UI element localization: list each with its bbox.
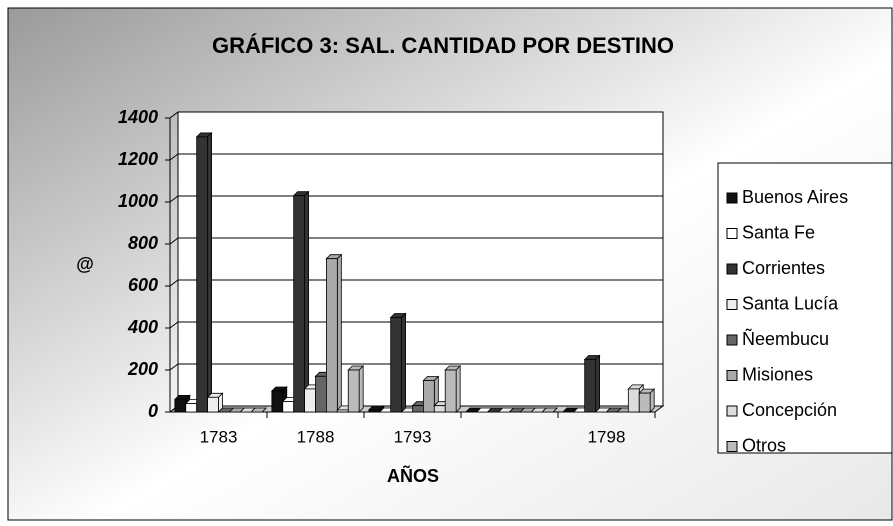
bar [173, 394, 191, 413]
legend-label: Corrientes [742, 258, 825, 278]
y-tick-label: 1400 [118, 107, 158, 127]
bar-face [282, 401, 295, 413]
bar [347, 365, 365, 413]
grid-line [169, 321, 663, 329]
grid-line [169, 195, 663, 203]
y-tick-label: 400 [127, 317, 158, 337]
legend-swatch [726, 370, 738, 381]
bar-face [433, 405, 446, 413]
bar-face [401, 312, 406, 413]
bar-face [336, 253, 342, 413]
bar-face [552, 407, 558, 413]
y-tick-label: 1200 [118, 149, 158, 169]
legend-swatch [726, 405, 738, 417]
plot-wall [177, 111, 664, 407]
bar-face [638, 392, 651, 413]
legend-label: Ñeembucu [742, 328, 829, 349]
y-tick-label: 200 [127, 359, 158, 379]
bar [325, 253, 343, 413]
grid-line [169, 279, 663, 287]
legend-swatch [726, 299, 738, 310]
bar [638, 388, 656, 413]
bar-face [649, 388, 655, 413]
legend-swatch [726, 263, 738, 275]
legend-swatch [726, 441, 738, 452]
legend-label: Santa Fe [742, 222, 815, 242]
y-tick-label: 600 [128, 275, 158, 295]
bar-face [174, 398, 187, 413]
bar-face [595, 354, 600, 413]
bar-face [304, 190, 309, 413]
legend-label: Santa Lucía [742, 293, 839, 313]
x-tick-label: 1798 [588, 427, 626, 446]
bar [250, 407, 268, 413]
legend-label: Buenos Aires [742, 187, 848, 207]
bar-face [444, 369, 457, 413]
grid-line [169, 237, 663, 245]
legend-label: Misiones [742, 364, 813, 384]
legend-swatch [726, 334, 738, 346]
legend-swatch [726, 228, 738, 239]
bar-face [315, 375, 327, 413]
legend-label: Concepción [742, 400, 837, 420]
bar-face [455, 365, 461, 413]
grid-line [169, 363, 663, 371]
bar-face [293, 195, 305, 413]
bar-face [207, 131, 212, 413]
bar-face [185, 403, 198, 413]
bar-face [336, 409, 349, 413]
chart-title: GRÁFICO 3: SAL. CANTIDAD POR DESTINO [212, 33, 674, 58]
bar [583, 354, 601, 413]
bar [367, 404, 385, 413]
x-axis-label: AÑOS [387, 465, 439, 486]
grid-line [169, 153, 663, 161]
bar-face [196, 136, 208, 413]
bar [389, 312, 407, 413]
bar [541, 407, 559, 413]
legend-swatch [726, 192, 738, 204]
bar-face [304, 388, 316, 413]
bar-face [326, 258, 338, 413]
x-tick-label: 1793 [394, 427, 432, 446]
y-tick-label: 1000 [118, 191, 158, 211]
bar-face [423, 380, 435, 413]
x-tick-label: 1783 [200, 427, 238, 446]
bar-face [347, 369, 360, 413]
bar-face [390, 317, 402, 413]
bar-face [271, 390, 284, 413]
grid-line [169, 111, 663, 119]
bar-face [358, 365, 364, 413]
y-axis-label: @ [76, 254, 94, 274]
legend-label: Otros [742, 435, 786, 455]
bar-face [261, 407, 267, 413]
bar [444, 365, 462, 413]
bar [292, 190, 310, 413]
bar [195, 131, 213, 413]
bar [206, 392, 224, 413]
bar-face [207, 396, 219, 413]
bar-face [368, 409, 381, 413]
x-tick-label: 1788 [297, 427, 335, 446]
y-tick-label: 0 [148, 401, 158, 421]
bar-face [584, 359, 596, 413]
bar-face [412, 405, 424, 413]
legend-box [717, 162, 893, 454]
y-tick-label: 800 [128, 233, 158, 253]
bar-face [627, 388, 640, 413]
